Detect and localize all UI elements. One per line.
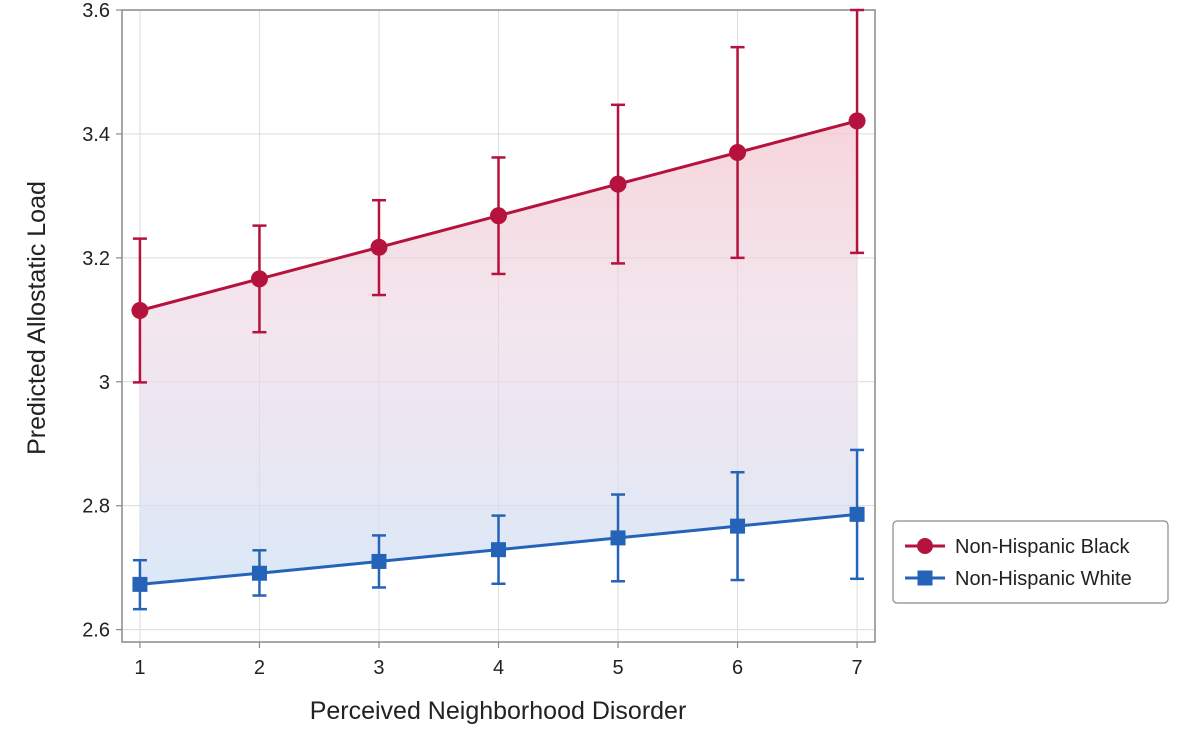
- data-point-square: [251, 565, 267, 581]
- y-tick-label: 3.6: [82, 0, 110, 22]
- x-tick-label: 6: [732, 657, 743, 679]
- series-non-hispanic-black: [131, 8, 866, 384]
- x-tick-label: 5: [612, 657, 623, 679]
- data-point-square: [849, 506, 865, 522]
- axis-ticks: 1 2 3 4 5 6 7 2.6 2.8 3 3.2 3.4 3.6: [82, 0, 862, 679]
- shaded-band-area: [139, 120, 858, 585]
- x-axis-title: Perceived Neighborhood Disorder: [310, 697, 687, 725]
- data-point-circle: [609, 175, 627, 193]
- x-tick-label: 1: [134, 657, 145, 679]
- data-point-square: [371, 553, 387, 569]
- series-non-hispanic-white: [132, 448, 865, 611]
- data-point-square: [610, 530, 626, 546]
- legend-frame: [892, 520, 1169, 604]
- data-point-circle: [131, 302, 149, 320]
- series-group: [131, 8, 866, 611]
- legend: Non-Hispanic Black Non-Hispanic White: [892, 520, 1169, 604]
- y-tick-label: 3.2: [82, 248, 110, 270]
- x-tick-label: 4: [493, 657, 504, 679]
- data-point-circle: [490, 207, 507, 225]
- x-tick-label: 2: [254, 657, 265, 679]
- legend-marker-white: [917, 570, 933, 586]
- data-point-square: [491, 542, 506, 558]
- data-point-circle: [848, 112, 866, 130]
- y-tick-label: 3.4: [82, 124, 110, 146]
- y-tick-label: 2.6: [82, 620, 110, 642]
- x-tick-label: 3: [373, 657, 384, 679]
- y-axis-title: Predicted Allostatic Load: [23, 181, 51, 455]
- legend-marker-black: [917, 538, 933, 554]
- data-point-square: [730, 518, 746, 534]
- shaded-band: [139, 120, 858, 585]
- x-tick-label: 7: [852, 657, 863, 679]
- data-point-circle: [370, 238, 388, 256]
- y-tick-label: 3: [99, 372, 110, 394]
- data-point-square: [132, 576, 148, 592]
- legend-label-white: Non-Hispanic White: [955, 568, 1132, 590]
- data-point-circle: [250, 270, 268, 288]
- y-tick-label: 2.8: [82, 496, 110, 518]
- legend-label-black: Non-Hispanic Black: [955, 536, 1131, 558]
- data-point-circle: [729, 144, 747, 162]
